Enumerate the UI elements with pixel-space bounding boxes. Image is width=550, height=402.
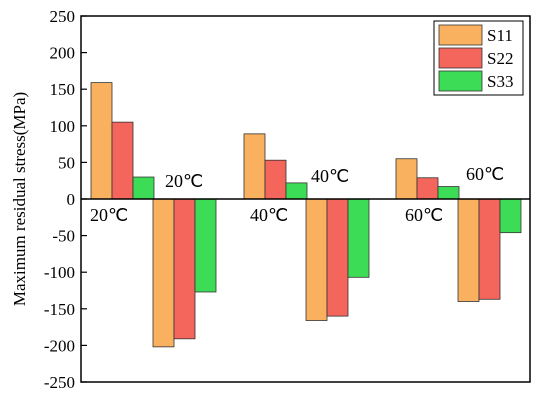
group-labels-layer: 20℃ 20℃ 40℃ 40℃ 60℃ 60℃ xyxy=(90,164,504,225)
y-tick-label: -50 xyxy=(52,227,75,246)
y-tick-label: 50 xyxy=(58,153,75,172)
y-tick-label: 150 xyxy=(50,80,76,99)
bar-s22-group-1 xyxy=(111,121,134,200)
y-tick-label: -200 xyxy=(44,336,75,355)
bar-s33-group-3 xyxy=(285,182,308,200)
bar-s22-group-4 xyxy=(326,198,349,317)
y-axis: -250 -200 -150 -100 -50 0 50 100 150 200 250 xyxy=(44,7,531,392)
y-tick-label: 100 xyxy=(50,117,76,136)
bar-s22-group-6 xyxy=(478,198,501,300)
bar-s22-group-3 xyxy=(264,159,287,200)
bar-s11-group-4 xyxy=(305,198,328,321)
bar-s11-group-5 xyxy=(395,158,418,200)
bar-s33-group-2 xyxy=(194,198,217,293)
bars-layer xyxy=(90,82,522,348)
legend-swatch-s22 xyxy=(438,47,483,69)
bar-s33-group-5 xyxy=(437,186,460,200)
legend-label-s33: S33 xyxy=(487,72,513,91)
group-label-1: 20℃ xyxy=(90,205,128,225)
bar-s33-group-4 xyxy=(347,198,370,278)
group-label-4: 40℃ xyxy=(311,166,349,186)
y-tick-label: -150 xyxy=(44,300,75,319)
group-label-3: 40℃ xyxy=(250,205,288,225)
bar-s33-group-1 xyxy=(132,176,155,200)
bar-s11-group-6 xyxy=(457,198,480,302)
legend: S11 S22 S33 xyxy=(433,20,524,96)
group-label-5: 60℃ xyxy=(405,205,443,225)
y-tick-label: 0 xyxy=(67,190,76,209)
legend-swatch-s33 xyxy=(438,70,483,92)
group-label-6: 60℃ xyxy=(466,164,504,184)
bar-s33-group-6 xyxy=(499,198,522,234)
bar-s11-group-3 xyxy=(243,133,266,200)
y-tick-label: 200 xyxy=(50,44,76,63)
y-tick-label: 250 xyxy=(50,7,76,26)
bar-s11-group-2 xyxy=(152,198,175,348)
bar-s22-group-2 xyxy=(173,198,196,340)
legend-label-s22: S22 xyxy=(487,49,513,68)
bar-s22-group-5 xyxy=(416,177,439,200)
bar-s11-group-1 xyxy=(90,82,113,200)
y-tick-label: -250 xyxy=(44,373,75,392)
y-tick-label: -100 xyxy=(44,263,75,282)
y-axis-title: Maximum residual stress(MPa) xyxy=(10,92,29,306)
legend-swatch-s11 xyxy=(438,24,483,46)
legend-label-s11: S11 xyxy=(487,26,513,45)
group-label-2: 20℃ xyxy=(165,171,203,191)
